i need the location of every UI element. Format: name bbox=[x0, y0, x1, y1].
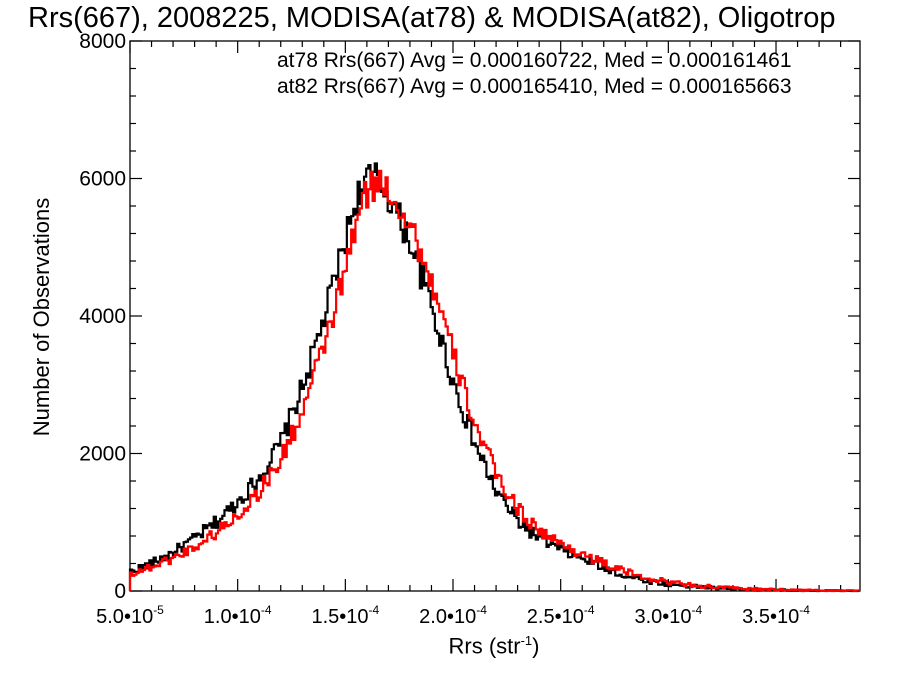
plot-frame bbox=[129, 40, 861, 592]
legend-at82: at82 Rrs(667) Avg = 0.000165410, Med = 0… bbox=[277, 75, 792, 98]
x-tick-label: 3.0•10-4 bbox=[634, 603, 702, 628]
y-tick-label: 6000 bbox=[79, 168, 126, 191]
x-tick-label-multiplier: •10 bbox=[232, 606, 261, 628]
y-tick-label: 8000 bbox=[79, 30, 126, 53]
x-tick-label: 5.0•10-5 bbox=[96, 603, 164, 628]
x-tick-label-exponent: -4 bbox=[584, 603, 595, 617]
series-layer bbox=[128, 162, 860, 593]
x-axis-label-close: ) bbox=[532, 633, 540, 659]
x-tick-label-mantissa: 1.5 bbox=[311, 606, 339, 628]
x-axis-ticks: 5.0•10-5 1.0•10-4 1.5•10-4 2.0•10-4 2.5•10-4… bbox=[96, 41, 842, 628]
x-tick-label: 2.5•10-4 bbox=[527, 603, 595, 628]
x-tick-label-exponent: -4 bbox=[476, 603, 487, 617]
x-tick-label-exponent: -5 bbox=[153, 603, 164, 617]
y-axis-label: Number of Observations bbox=[29, 197, 54, 437]
x-tick-label-multiplier: •10 bbox=[770, 606, 799, 628]
x-tick-label-mantissa: 3.0 bbox=[634, 606, 662, 628]
chart-title: Rrs(667), 2008225, MODISA(at78) & MODISA… bbox=[28, 2, 836, 34]
y-axis-ticks: 0 2000 4000 6000 8000 bbox=[79, 30, 860, 603]
x-tick-label-exponent: -4 bbox=[692, 603, 703, 617]
x-tick-label-multiplier: •10 bbox=[339, 606, 368, 628]
x-axis-label-exponent: -1 bbox=[520, 633, 533, 648]
x-tick-label-mantissa: 1.0 bbox=[204, 606, 232, 628]
x-tick-label: 3.5•10-4 bbox=[742, 603, 810, 628]
legend-at78: at78 Rrs(667) Avg = 0.000160722, Med = 0… bbox=[277, 49, 792, 72]
histogram-series-at82 bbox=[128, 169, 860, 593]
x-tick-label-mantissa: 2.0 bbox=[419, 606, 447, 628]
y-tick-label: 2000 bbox=[79, 443, 126, 466]
histogram-series-at78 bbox=[128, 162, 860, 593]
x-tick-label-multiplier: •10 bbox=[555, 606, 584, 628]
x-tick-label: 1.5•10-4 bbox=[311, 603, 379, 628]
x-tick-label-mantissa: 3.5 bbox=[742, 606, 770, 628]
x-tick-label-exponent: -4 bbox=[261, 603, 272, 617]
x-tick-label-multiplier: •10 bbox=[124, 606, 153, 628]
x-tick-label: 1.0•10-4 bbox=[204, 603, 272, 628]
x-tick-label-exponent: -4 bbox=[369, 603, 380, 617]
x-tick-label-mantissa: 2.5 bbox=[527, 606, 555, 628]
x-tick-label: 2.0•10-4 bbox=[419, 603, 487, 628]
y-tick-label: 4000 bbox=[79, 305, 126, 328]
y-tick-label: 0 bbox=[114, 580, 126, 603]
x-tick-label-multiplier: •10 bbox=[447, 606, 476, 628]
x-axis-label-base: Rrs (str bbox=[448, 633, 521, 659]
x-tick-label-mantissa: 5.0 bbox=[96, 606, 124, 628]
x-tick-label-multiplier: •10 bbox=[662, 606, 691, 628]
x-tick-label-exponent: -4 bbox=[799, 603, 810, 617]
x-axis-label: Rrs (str-1) bbox=[449, 633, 540, 659]
